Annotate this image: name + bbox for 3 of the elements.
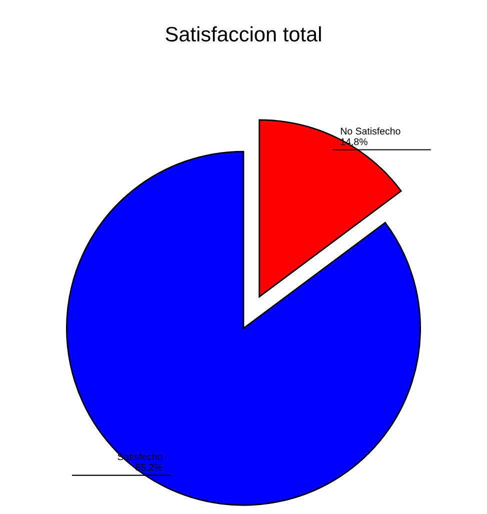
- slice-label: No Satisfecho: [340, 127, 400, 135]
- chart-title: Satisfaccion total: [166, 26, 321, 42]
- data-label: 85,2%: [136, 464, 162, 472]
